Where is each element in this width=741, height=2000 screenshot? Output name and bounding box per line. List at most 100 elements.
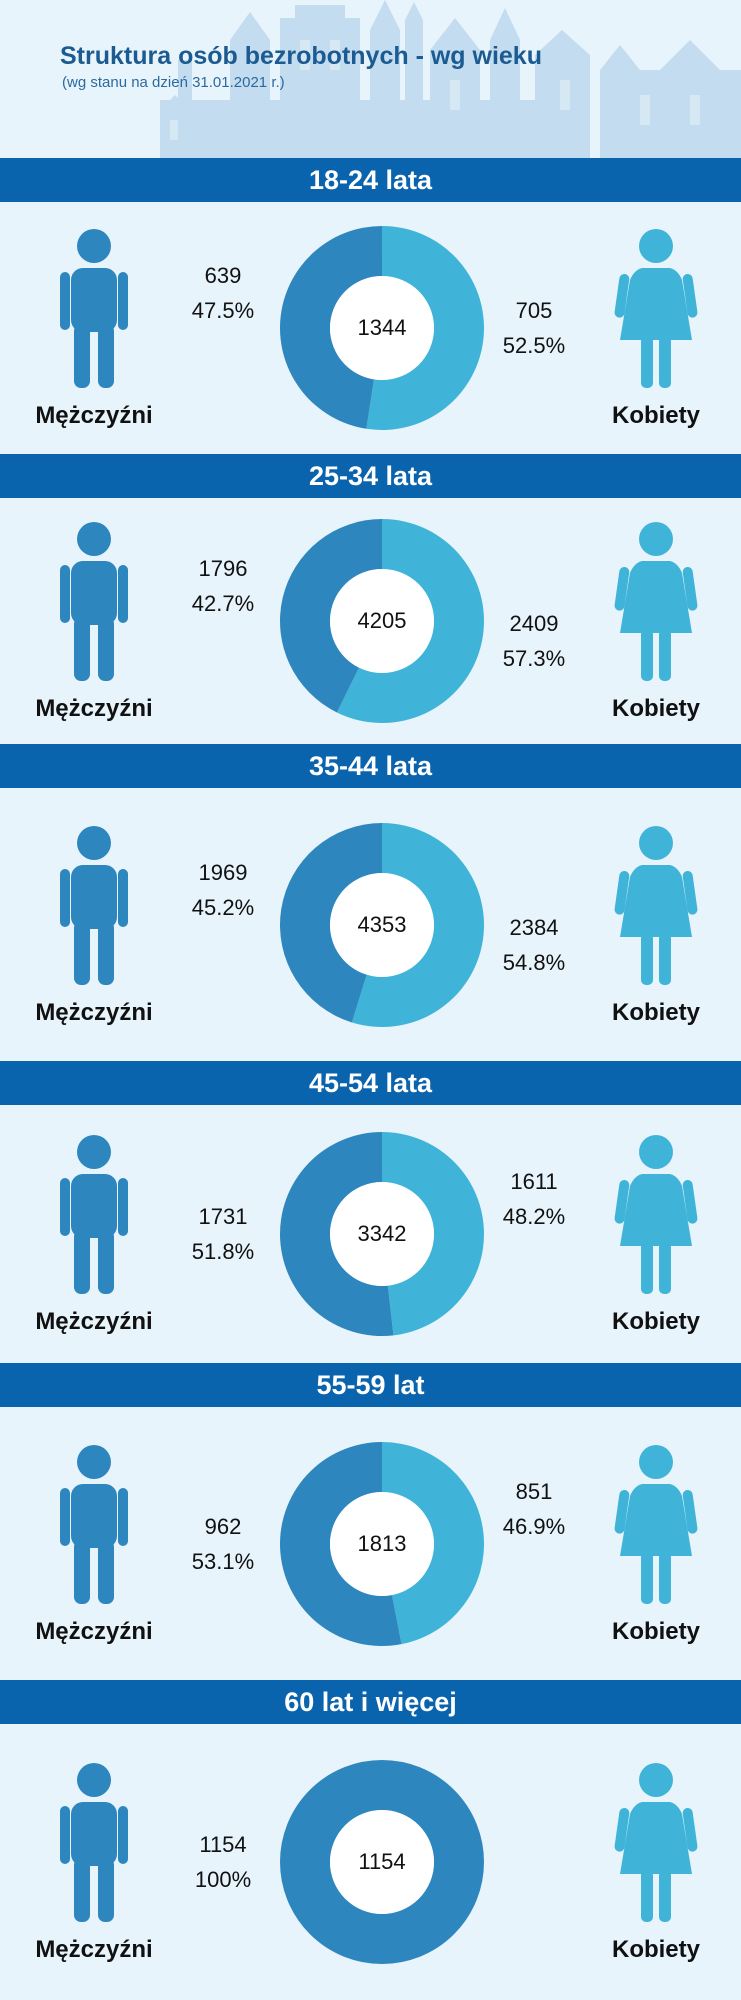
women-label: Kobiety bbox=[611, 1308, 700, 1335]
men-label: Mężczyźni bbox=[35, 1308, 153, 1335]
men-count: 1796 bbox=[198, 556, 248, 581]
header: Struktura osób bezrobotnych - wg wieku (… bbox=[0, 0, 741, 158]
donut-total-label: 1344 bbox=[357, 315, 407, 340]
women-label: Kobiety bbox=[611, 1936, 700, 1963]
men-value-label: 962 53.1% bbox=[163, 1509, 283, 1579]
men-value-label: 1969 45.2% bbox=[163, 855, 283, 925]
donut-hole bbox=[330, 1492, 434, 1596]
woman-icon bbox=[614, 826, 698, 985]
donut-chart bbox=[60, 1442, 698, 1646]
donut-chart bbox=[60, 519, 698, 723]
men-percent: 45.2% bbox=[191, 895, 255, 920]
donut-slice-women bbox=[382, 1132, 485, 1336]
woman-icon bbox=[614, 522, 698, 681]
donut-total-label: 3342 bbox=[357, 1221, 407, 1246]
donut-hole bbox=[330, 1810, 434, 1914]
women-count: 1611 bbox=[510, 1169, 558, 1194]
woman-icon bbox=[614, 1135, 698, 1294]
age-group-chart: 4353 1969 45.2% 2384 54.8% Mężczyźni Kobiety bbox=[0, 788, 741, 1061]
donut-total-label: 1813 bbox=[357, 1531, 407, 1556]
women-percent: 54.8% bbox=[502, 950, 566, 975]
age-group-chart: 1154 1154 100% Mężczyźni Kobiety bbox=[0, 1724, 741, 2000]
men-label: Mężczyźni bbox=[35, 1936, 153, 1963]
woman-icon bbox=[614, 229, 698, 388]
women-label: Kobiety bbox=[611, 695, 700, 722]
men-value-label: 1796 42.7% bbox=[163, 551, 283, 621]
donut-slice-women bbox=[336, 519, 484, 723]
men-percent: 42.7% bbox=[191, 591, 255, 616]
men-percent: 100% bbox=[194, 1867, 252, 1892]
man-icon bbox=[60, 522, 128, 681]
donut-chart bbox=[60, 226, 698, 430]
women-count: 851 bbox=[515, 1479, 553, 1504]
age-group-header: 55-59 lat bbox=[0, 1363, 741, 1407]
donut-slice-men bbox=[280, 1442, 402, 1646]
men-label: Mężczyźni bbox=[35, 999, 153, 1026]
age-group-chart: 1813 962 53.1% 851 46.9% Mężczyźni Kobiety bbox=[0, 1407, 741, 1680]
age-group-chart: 3342 1731 51.8% 1611 48.2% Mężczyźni Kobiety bbox=[0, 1105, 741, 1363]
men-label: Mężczyźni bbox=[35, 402, 153, 429]
man-icon bbox=[60, 1135, 128, 1294]
men-value-label: 1731 51.8% bbox=[163, 1199, 283, 1269]
women-percent: 48.2% bbox=[502, 1204, 566, 1229]
woman-icon bbox=[614, 1445, 698, 1604]
women-count: 705 bbox=[515, 298, 553, 323]
donut-total-label: 4353 bbox=[357, 912, 407, 937]
donut-chart bbox=[60, 1132, 698, 1336]
donut-slice-women bbox=[366, 226, 484, 430]
women-label: Kobiety bbox=[611, 999, 700, 1026]
donut-slice-men bbox=[279, 823, 382, 1023]
man-icon bbox=[60, 826, 128, 985]
women-count: 2384 bbox=[509, 915, 559, 940]
age-group-chart: 1344 639 47.5% 705 52.5% Mężczyźni Kobiety bbox=[0, 202, 741, 454]
men-percent: 53.1% bbox=[191, 1549, 255, 1574]
women-label: Kobiety bbox=[611, 1618, 700, 1645]
men-percent: 51.8% bbox=[191, 1239, 255, 1264]
donut-hole bbox=[330, 276, 434, 380]
donut-chart bbox=[60, 1760, 698, 1964]
men-count: 1969 bbox=[198, 860, 248, 885]
donut-total-label: 1154 bbox=[358, 1849, 406, 1874]
age-group-header: 18-24 lata bbox=[0, 158, 741, 202]
page-title: Struktura osób bezrobotnych - wg wieku bbox=[60, 42, 542, 70]
age-group-header: 45-54 lata bbox=[0, 1061, 741, 1105]
women-percent: 57.3% bbox=[502, 646, 566, 671]
age-group-header: 35-44 lata bbox=[0, 744, 741, 788]
women-value-label: 2384 54.8% bbox=[474, 910, 594, 980]
women-value-label: 851 46.9% bbox=[474, 1474, 594, 1544]
men-label: Mężczyźni bbox=[35, 695, 153, 722]
donut-hole bbox=[330, 569, 434, 673]
donut-slice-men bbox=[280, 1760, 484, 1964]
donut-slice-men bbox=[280, 1132, 394, 1336]
donut-hole bbox=[330, 873, 434, 977]
woman-icon bbox=[614, 1763, 698, 1922]
men-count: 639 bbox=[204, 263, 242, 288]
donut-chart bbox=[60, 823, 698, 1027]
men-count: 1154 bbox=[199, 1832, 247, 1857]
man-icon bbox=[60, 229, 128, 388]
men-percent: 47.5% bbox=[191, 298, 255, 323]
women-count: 2409 bbox=[509, 611, 559, 636]
men-count: 962 bbox=[204, 1514, 242, 1539]
man-icon bbox=[60, 1445, 128, 1604]
women-value-label: 2409 57.3% bbox=[474, 606, 594, 676]
city-skyline-illustration bbox=[160, 0, 741, 158]
men-value-label: 1154 100% bbox=[163, 1827, 283, 1897]
women-value-label: 1611 48.2% bbox=[474, 1164, 594, 1234]
men-count: 1731 bbox=[198, 1204, 248, 1229]
donut-slice-men bbox=[280, 519, 382, 713]
age-group-chart: 4205 1796 42.7% 2409 57.3% Mężczyźni Kobiety bbox=[0, 498, 741, 744]
donut-total-label: 4205 bbox=[357, 608, 407, 633]
man-icon bbox=[60, 1763, 128, 1922]
women-label: Kobiety bbox=[611, 402, 700, 429]
donut-slice-women bbox=[382, 1442, 485, 1645]
men-label: Mężczyźni bbox=[35, 1618, 153, 1645]
page-subtitle: (wg stanu na dzień 31.01.2021 r.) bbox=[62, 74, 285, 91]
age-group-header: 25-34 lata bbox=[0, 454, 741, 498]
women-value-label: 705 52.5% bbox=[474, 293, 594, 363]
women-percent: 52.5% bbox=[502, 333, 566, 358]
donut-slice-women bbox=[351, 823, 484, 1027]
donut-hole bbox=[330, 1182, 434, 1286]
men-value-label: 639 47.5% bbox=[163, 258, 283, 328]
donut-slice-men bbox=[279, 226, 382, 429]
